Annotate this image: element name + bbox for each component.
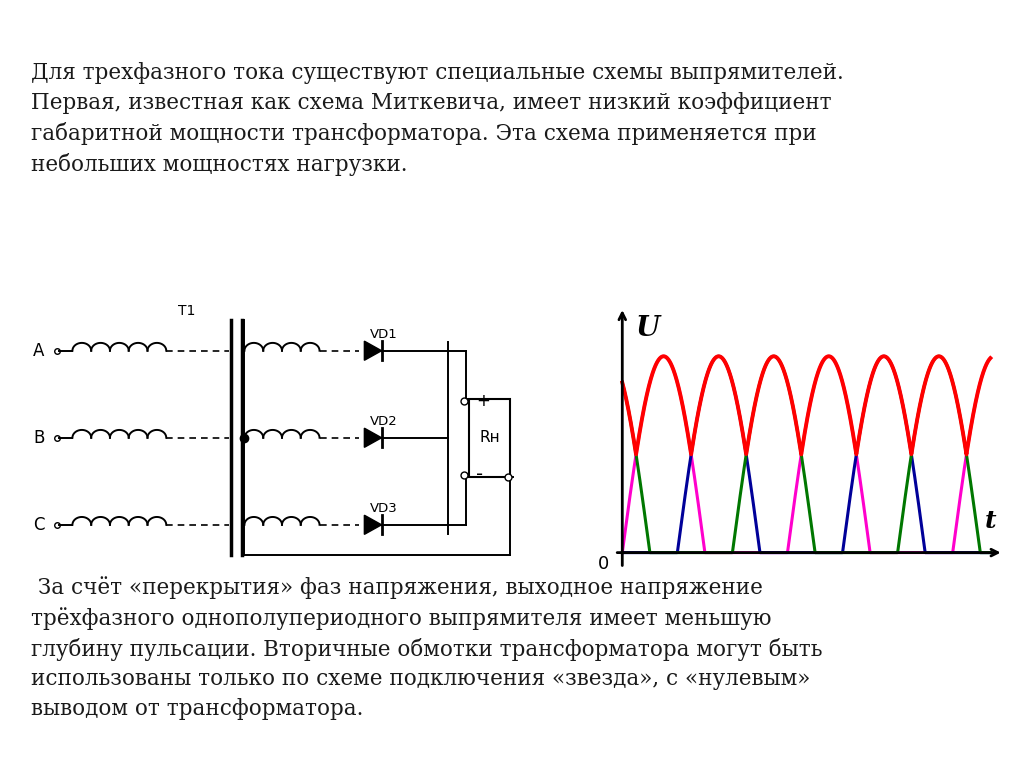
Text: -: - (476, 465, 483, 485)
Polygon shape (365, 429, 382, 447)
Polygon shape (365, 341, 382, 360)
Text: Rн: Rн (479, 430, 500, 445)
Text: A: A (34, 342, 45, 359)
Polygon shape (365, 515, 382, 535)
Text: U: U (636, 315, 659, 342)
Text: VD3: VD3 (370, 502, 397, 515)
Bar (469, 399, 510, 477)
Text: VD1: VD1 (370, 328, 397, 341)
Text: VD2: VD2 (370, 415, 397, 428)
Text: B: B (34, 429, 45, 447)
Text: За счёт «перекрытия» фаз напряжения, выходное напряжение
трёхфазного однополупер: За счёт «перекрытия» фаз напряжения, вых… (31, 576, 822, 720)
Text: +: + (476, 392, 490, 410)
Text: t: t (984, 509, 996, 533)
Text: Для трехфазного тока существуют специальные схемы выпрямителей.
Первая, известна: Для трехфазного тока существуют специаль… (31, 62, 844, 176)
Text: T1: T1 (178, 304, 196, 318)
Text: C: C (34, 516, 45, 534)
Text: 0: 0 (598, 554, 609, 573)
